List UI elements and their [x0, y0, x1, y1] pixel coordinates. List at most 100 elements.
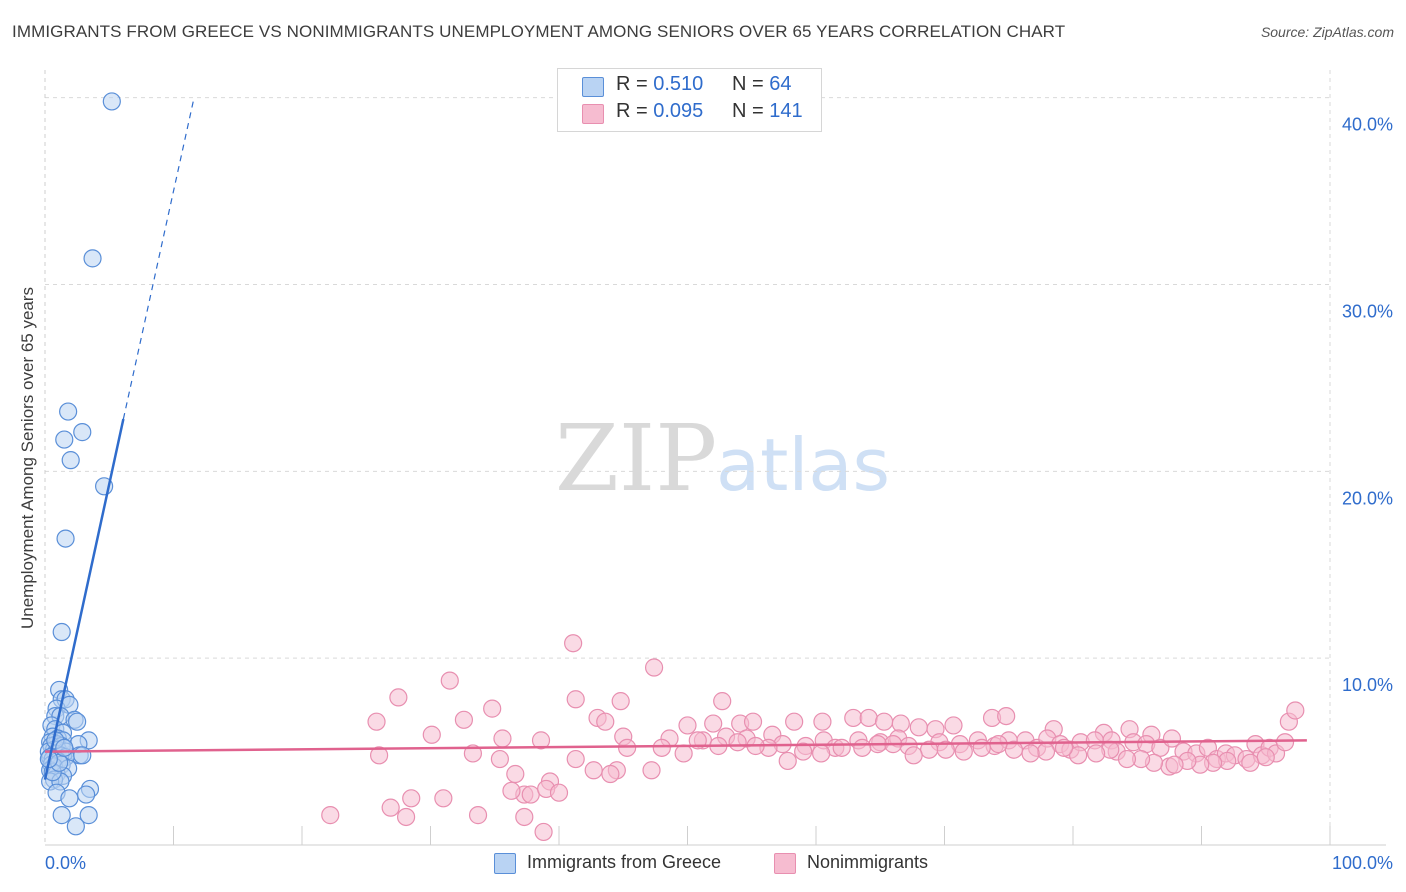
nonimmigrants-point — [321, 806, 340, 825]
nonimmigrants-point — [972, 738, 991, 757]
nonimmigrants-point — [584, 761, 603, 780]
y-tick-label: 20.0% — [1342, 488, 1393, 508]
nonimmigrants-point — [493, 729, 512, 748]
nonimmigrants-point — [1117, 749, 1137, 769]
nonimmigrants-point — [440, 671, 459, 690]
greece-point — [73, 746, 92, 765]
greece-point — [55, 738, 74, 757]
greece-point — [60, 789, 79, 808]
nonimmigrants-point — [566, 749, 585, 769]
legend-r-greece: R = 0.510 — [616, 73, 703, 96]
axes — [45, 826, 1386, 846]
greece-point — [66, 817, 85, 836]
nonimmigrants-point — [944, 716, 963, 735]
source-credit: Source: ZipAtlas.com — [1260, 24, 1394, 40]
nonimmigrants-point — [618, 738, 637, 757]
greece-point — [52, 622, 71, 642]
nonimmigrants-point — [875, 712, 894, 731]
nonimmigrants-point — [367, 712, 386, 731]
greece-point — [77, 785, 96, 804]
nonimmigrants-point — [778, 751, 797, 771]
greece-points — [39, 92, 121, 836]
nonimmigrants-point — [704, 714, 723, 733]
nonimmigrants-point — [1021, 744, 1040, 763]
nonimmigrants-point — [549, 783, 569, 802]
nonimmigrants-point — [483, 699, 502, 718]
nonimmigrants-point — [502, 781, 521, 800]
trend-lines — [43, 97, 1307, 780]
nonimmigrants-point — [674, 744, 693, 763]
r-label: R = — [616, 100, 654, 122]
nonimmigrants-point — [1275, 733, 1295, 752]
nonimmigrants-swatch — [582, 104, 604, 124]
nonimmigrants-point — [844, 708, 863, 728]
nonimmigrants-point — [1069, 746, 1088, 765]
nonimmigrants-point — [601, 764, 620, 784]
greece-point — [102, 92, 121, 111]
nonimmigrants-point — [463, 744, 483, 763]
chart-title: IMMIGRANTS FROM GREECE VS NONIMMIGRANTS … — [12, 22, 1066, 41]
nonimmigrants-point — [954, 742, 973, 761]
nonimmigrants-point — [454, 710, 474, 729]
nonimmigrants-point — [434, 789, 453, 808]
nonimmigrants-point — [396, 807, 416, 827]
nonimmigrants-point — [1165, 755, 1184, 774]
nonimmigrants-point — [596, 712, 615, 731]
greece-point — [68, 712, 87, 731]
nonimmigrants-point — [370, 746, 389, 765]
n-label: N = — [732, 100, 770, 122]
nonimmigrants-points — [321, 634, 1305, 842]
axis-labels: 10.0% 20.0% 30.0% 40.0% 0.0% 100.0% Unemployme… — [18, 115, 1393, 873]
nonimmigrants-point — [891, 714, 910, 733]
nonimmigrants-point — [728, 733, 747, 752]
greece-trend-line — [43, 418, 125, 780]
nonimmigrants-point — [853, 738, 872, 757]
y-tick-label: 40.0% — [1342, 115, 1393, 135]
nonimmigrants-point — [381, 798, 400, 817]
greece-point — [55, 430, 74, 449]
legend-label-greece: Immigrants from Greece — [527, 852, 722, 872]
r-label: R = — [616, 73, 654, 95]
nonimmigrants-point — [785, 712, 804, 731]
nonimmigrants-point — [566, 690, 585, 709]
nonimmigrants-point — [515, 807, 534, 827]
greece-point — [83, 249, 102, 268]
nonimmigrants-point — [1036, 742, 1056, 761]
r-value: 0.510 — [653, 73, 704, 95]
greece-point — [52, 806, 71, 825]
nonimmigrants-point — [713, 692, 732, 711]
nonimmigrants-point — [812, 744, 831, 763]
greece-swatch — [582, 77, 604, 97]
nonimmigrants-point — [564, 634, 583, 653]
watermark-atlas: atlas — [716, 423, 890, 507]
x-tick-label-max: 100.0% — [1332, 853, 1393, 873]
nonimmigrants-point — [468, 806, 488, 825]
watermark-zip: ZIP — [555, 405, 717, 512]
greece-swatch — [494, 853, 516, 874]
nonimmigrants-point — [1286, 701, 1305, 720]
nonimmigrants-point — [611, 692, 630, 711]
greece-point — [61, 451, 80, 470]
nonimmigrants-point — [644, 658, 664, 677]
nonimmigrants-point — [506, 764, 525, 784]
nonimmigrants-point — [402, 789, 421, 808]
nonimmigrants-point — [1256, 748, 1275, 767]
r-value: 0.095 — [653, 100, 704, 122]
legend-n-nonimmigrants: N = 141 — [732, 100, 803, 123]
x-tick-label-min: 0.0% — [45, 853, 86, 873]
greece-point — [56, 529, 75, 548]
y-tick-label: 10.0% — [1342, 675, 1393, 695]
greece-point — [73, 423, 92, 442]
nonimmigrants-point — [997, 706, 1016, 726]
nonimmigrants-point — [1087, 744, 1106, 763]
nonimmigrants-point — [794, 742, 813, 761]
nonimmigrants-trend-line — [44, 739, 1307, 753]
legend-label-nonimmigrants: Nonimmigrants — [807, 852, 929, 872]
greece-point — [79, 806, 98, 825]
correlation-legend: R = 0.510 N = 64 R = 0.095 N = 141 — [557, 68, 822, 132]
nonimmigrants-point — [521, 785, 540, 804]
n-value: 141 — [769, 100, 803, 122]
nonimmigrants-point — [678, 716, 697, 735]
greece-point — [59, 402, 78, 421]
